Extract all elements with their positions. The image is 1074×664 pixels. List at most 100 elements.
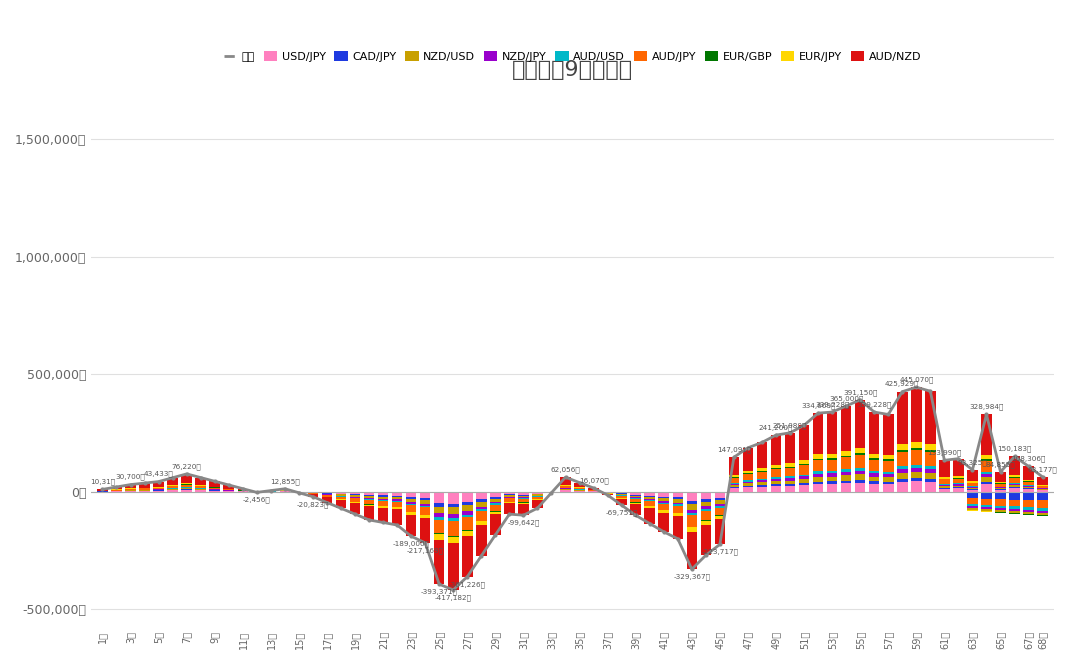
Text: 339,228円: 339,228円	[857, 401, 891, 408]
Bar	[1010, 507, 1020, 509]
Bar	[827, 458, 838, 460]
Bar	[644, 509, 655, 523]
Bar	[869, 484, 880, 492]
Bar	[336, 492, 346, 494]
Bar	[336, 501, 346, 509]
Bar	[953, 476, 963, 478]
Bar	[392, 507, 403, 509]
Bar	[350, 497, 360, 498]
Bar	[462, 515, 473, 517]
Bar	[897, 392, 908, 444]
Bar	[841, 472, 852, 475]
Bar	[939, 479, 949, 483]
Bar	[533, 499, 542, 500]
Bar	[799, 460, 810, 464]
Bar	[434, 492, 445, 503]
Text: 108,306円: 108,306円	[1012, 456, 1046, 462]
Bar	[448, 521, 459, 536]
Bar	[813, 477, 824, 481]
Bar	[420, 500, 431, 503]
Bar	[1010, 499, 1020, 507]
Bar	[1010, 488, 1020, 492]
Text: -329,367円: -329,367円	[673, 574, 710, 580]
Bar	[168, 485, 178, 486]
Bar	[476, 499, 487, 502]
Bar	[630, 498, 641, 499]
Bar	[392, 509, 403, 525]
Bar	[518, 503, 528, 504]
Bar	[223, 491, 234, 492]
Bar	[434, 517, 445, 519]
Bar	[757, 442, 767, 468]
Bar	[1037, 477, 1048, 485]
Bar	[714, 492, 725, 498]
Text: 43,433円: 43,433円	[144, 471, 174, 477]
Bar	[953, 459, 963, 476]
Bar	[869, 477, 880, 481]
Bar	[785, 463, 795, 467]
Bar	[378, 500, 389, 501]
Bar	[869, 454, 880, 458]
Bar	[855, 474, 866, 480]
Bar	[883, 477, 894, 482]
Text: 328,984円: 328,984円	[970, 404, 1004, 410]
Bar	[799, 475, 810, 477]
Bar	[925, 479, 935, 482]
Bar	[364, 495, 375, 496]
Bar	[448, 542, 459, 590]
Text: 63,177円: 63,177円	[1028, 466, 1058, 473]
Text: 425,929円: 425,929円	[885, 381, 919, 388]
Bar	[322, 497, 332, 503]
Bar	[182, 485, 192, 487]
Bar	[658, 504, 669, 510]
Text: 445,070円: 445,070円	[899, 376, 933, 383]
Bar	[336, 497, 346, 499]
Bar	[364, 492, 375, 495]
Bar	[982, 455, 991, 459]
Bar	[982, 509, 991, 511]
Bar	[644, 497, 655, 499]
Bar	[336, 499, 346, 501]
Bar	[658, 497, 669, 498]
Bar	[841, 406, 852, 451]
Bar	[799, 477, 810, 479]
Bar	[672, 505, 683, 506]
Bar	[223, 485, 234, 489]
Bar	[869, 458, 880, 460]
Bar	[982, 477, 991, 482]
Bar	[883, 461, 894, 471]
Bar	[841, 469, 852, 472]
Bar	[406, 512, 417, 515]
Bar	[182, 490, 192, 492]
Bar	[728, 457, 739, 475]
Bar	[968, 499, 977, 504]
Bar	[644, 501, 655, 506]
Bar	[518, 495, 528, 497]
Bar	[714, 504, 725, 506]
Bar	[757, 471, 767, 472]
Bar	[630, 495, 641, 497]
Bar	[813, 484, 824, 492]
Text: -189,000円: -189,000円	[393, 540, 430, 547]
Bar	[728, 475, 739, 477]
Bar	[209, 487, 220, 489]
Bar	[126, 489, 135, 490]
Bar	[154, 488, 164, 489]
Bar	[1037, 511, 1048, 513]
Bar	[982, 459, 991, 461]
Bar	[672, 513, 683, 516]
Bar	[462, 536, 473, 577]
Bar	[982, 471, 991, 474]
Bar	[1024, 507, 1034, 510]
Bar	[420, 507, 431, 515]
Bar	[1010, 477, 1020, 483]
Bar	[154, 491, 164, 492]
Bar	[533, 492, 542, 494]
Bar	[883, 482, 894, 484]
Bar	[714, 506, 725, 507]
Bar	[1024, 481, 1034, 485]
Bar	[968, 506, 977, 508]
Bar	[911, 442, 921, 448]
Bar	[771, 469, 781, 477]
Bar	[644, 495, 655, 497]
